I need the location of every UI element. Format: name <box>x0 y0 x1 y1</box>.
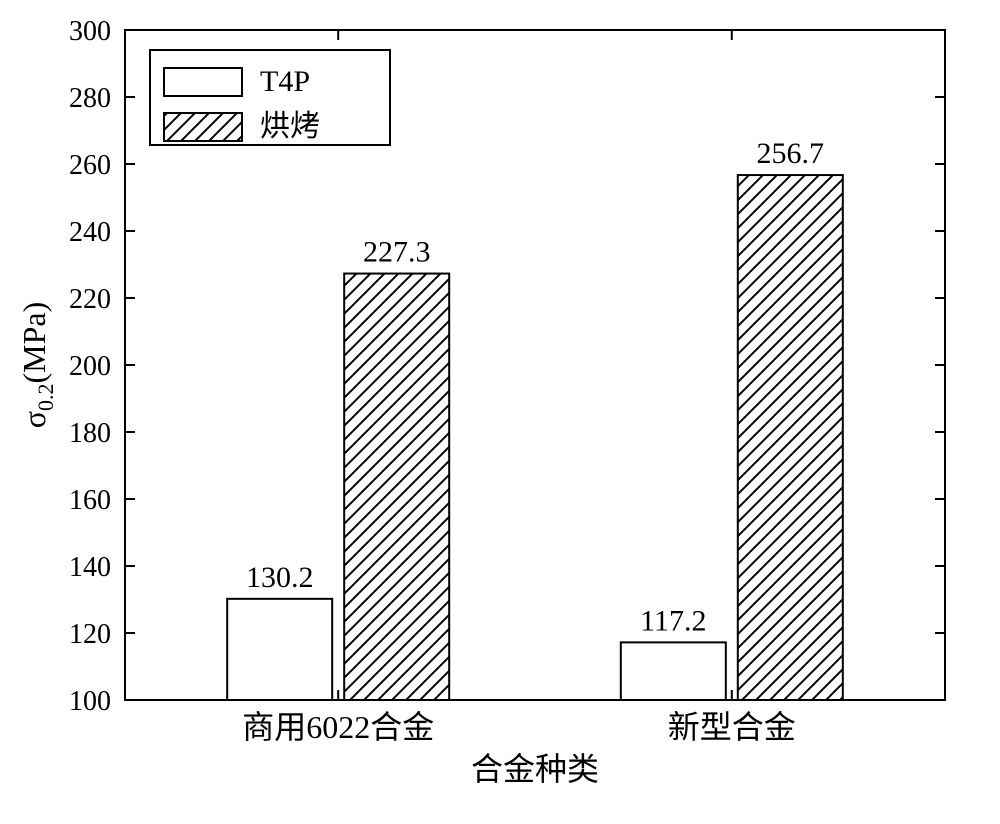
x-category-label: 新型合金 <box>668 709 796 745</box>
y-tick-label: 200 <box>69 351 111 382</box>
x-axis-label: 合金种类 <box>471 751 599 787</box>
bar-value-label: 227.3 <box>363 236 431 269</box>
y-tick-label: 160 <box>69 485 111 516</box>
bar-value-label: 256.7 <box>757 137 825 170</box>
y-tick-label: 240 <box>69 217 111 248</box>
y-tick-label: 140 <box>69 552 111 583</box>
y-tick-label: 180 <box>69 418 111 449</box>
bar <box>227 599 332 700</box>
bar-value-label: 117.2 <box>640 604 706 637</box>
x-category-label: 商用6022合金 <box>242 709 434 745</box>
bar <box>621 642 726 700</box>
y-tick-label: 100 <box>69 686 111 717</box>
bar-chart: 100 120 140 160 180 200 220 240 260 280 300 σ0.2(MP… <box>0 0 1000 824</box>
bar <box>344 274 449 700</box>
bar-value-label: 130.2 <box>246 561 314 594</box>
legend-swatch <box>164 113 242 141</box>
y-tick-label: 120 <box>69 619 111 650</box>
y-tick-label: 260 <box>69 150 111 181</box>
legend-swatch <box>164 68 242 96</box>
bar <box>738 175 843 700</box>
y-tick-label: 220 <box>69 284 111 315</box>
y-axis-label: σ0.2(MPa) <box>16 302 58 429</box>
legend-label: T4P <box>260 65 310 98</box>
chart-container: 100 120 140 160 180 200 220 240 260 280 300 σ0.2(MP… <box>0 0 1000 824</box>
y-tick-label: 280 <box>69 83 111 114</box>
legend-label: 烘烤 <box>260 110 320 143</box>
y-tick-label: 300 <box>69 16 111 47</box>
